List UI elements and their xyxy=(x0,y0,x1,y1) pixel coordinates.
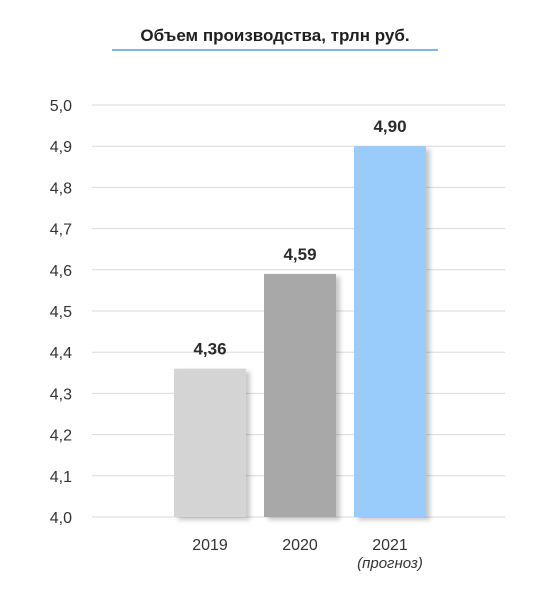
y-tick-label: 4,0 xyxy=(50,510,72,527)
y-tick-label: 4,2 xyxy=(50,428,72,445)
y-tick-label: 4,3 xyxy=(50,386,72,403)
bar-2019 xyxy=(174,368,246,517)
y-axis-tick-labels: 4,0 4,1 4,2 4,3 4,4 4,5 4,6 4,7 4,8 4,9 5,0 xyxy=(50,98,72,527)
y-tick-label: 4,8 xyxy=(50,180,72,197)
y-tick-label: 4,5 xyxy=(50,304,72,321)
data-label: 4,36 xyxy=(193,340,226,359)
x-category-label: 2020 xyxy=(282,537,318,554)
y-tick-label: 4,7 xyxy=(50,222,72,239)
x-axis-category-labels: 2019 2020 2021(прогноз) xyxy=(192,537,423,572)
data-label: 4,90 xyxy=(373,117,406,136)
data-label: 4,59 xyxy=(283,245,316,264)
bars xyxy=(174,146,426,517)
chart-title: Объем производства, трлн руб. xyxy=(140,26,409,45)
y-tick-label: 4,6 xyxy=(50,263,72,280)
x-category-label: 2021 xyxy=(372,537,408,554)
bar-2021 xyxy=(354,146,426,517)
y-tick-label: 5,0 xyxy=(50,98,72,115)
y-tick-label: 4,9 xyxy=(50,139,72,156)
y-tick-label: 4,1 xyxy=(50,469,72,486)
bar-2020 xyxy=(264,273,336,517)
data-labels: 4,36 4,59 4,90 xyxy=(193,117,406,358)
x-category-label: 2019 xyxy=(192,537,228,554)
y-tick-label: 4,4 xyxy=(50,345,72,362)
x-category-note: (прогноз) xyxy=(357,555,423,572)
